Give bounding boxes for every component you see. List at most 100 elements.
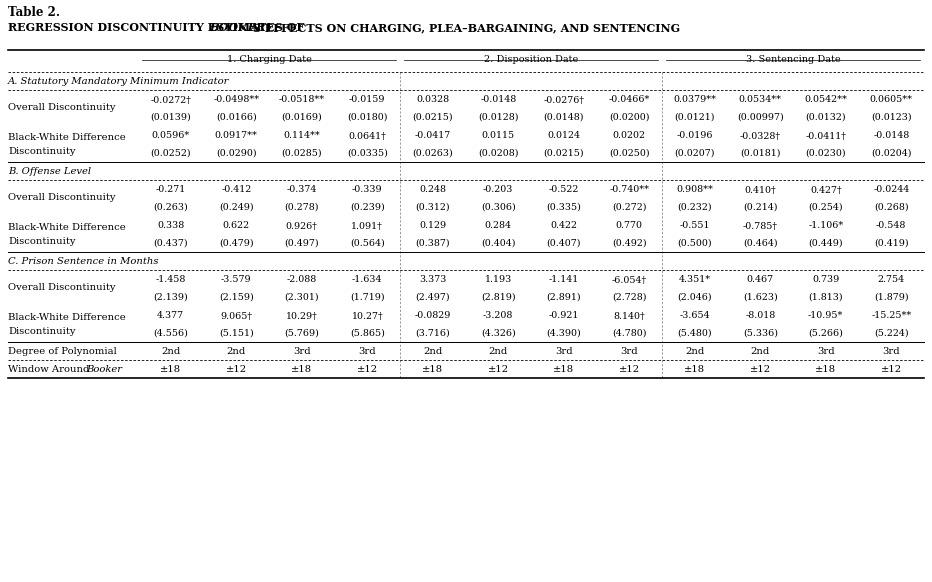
Text: (0.0290): (0.0290) bbox=[216, 148, 256, 158]
Text: 2nd: 2nd bbox=[161, 346, 181, 356]
Text: (0.268): (0.268) bbox=[874, 203, 909, 211]
Text: 0.114**: 0.114** bbox=[283, 132, 320, 140]
Text: (0.263): (0.263) bbox=[154, 203, 188, 211]
Text: -0.0498**: -0.0498** bbox=[213, 95, 259, 105]
Text: C. Prison Sentence in Months: C. Prison Sentence in Months bbox=[8, 257, 158, 265]
Text: 0.0379**: 0.0379** bbox=[673, 95, 717, 105]
Text: (0.387): (0.387) bbox=[416, 239, 450, 247]
Text: (1.879): (1.879) bbox=[874, 293, 909, 301]
Text: 0.0534**: 0.0534** bbox=[739, 95, 782, 105]
Text: -0.785†: -0.785† bbox=[743, 222, 777, 230]
Text: ±12: ±12 bbox=[619, 364, 639, 374]
Text: (2.728): (2.728) bbox=[612, 293, 647, 301]
Text: REGRESSION DISCONTINUITY ESTIMATES OF: REGRESSION DISCONTINUITY ESTIMATES OF bbox=[8, 22, 308, 33]
Text: 0.338: 0.338 bbox=[158, 222, 185, 230]
Text: ±18: ±18 bbox=[160, 364, 182, 374]
Text: Window Around: Window Around bbox=[8, 364, 92, 374]
Text: 3. Sentencing Date: 3. Sentencing Date bbox=[746, 55, 841, 65]
Text: (1.813): (1.813) bbox=[808, 293, 843, 301]
Text: (0.254): (0.254) bbox=[808, 203, 843, 211]
Text: (2.046): (2.046) bbox=[678, 293, 712, 301]
Text: -15.25**: -15.25** bbox=[871, 311, 911, 321]
Text: 1.091†: 1.091† bbox=[351, 222, 383, 230]
Text: -2.088: -2.088 bbox=[287, 275, 317, 285]
Text: (4.390): (4.390) bbox=[546, 328, 582, 338]
Text: (0.0263): (0.0263) bbox=[412, 148, 453, 158]
Text: 3rd: 3rd bbox=[359, 346, 377, 356]
Text: (2.159): (2.159) bbox=[219, 293, 254, 301]
Text: 3.373: 3.373 bbox=[419, 275, 446, 285]
Text: (0.0215): (0.0215) bbox=[543, 148, 584, 158]
Text: 0.622: 0.622 bbox=[223, 222, 250, 230]
Text: (0.419): (0.419) bbox=[874, 239, 909, 247]
Text: (0.232): (0.232) bbox=[678, 203, 712, 211]
Text: -0.551: -0.551 bbox=[679, 222, 710, 230]
Text: (0.0252): (0.0252) bbox=[150, 148, 191, 158]
Text: (5.865): (5.865) bbox=[350, 328, 385, 338]
Text: (2.497): (2.497) bbox=[416, 293, 450, 301]
Text: -0.0148: -0.0148 bbox=[480, 95, 516, 105]
Text: (1.719): (1.719) bbox=[350, 293, 385, 301]
Text: 2. Disposition Date: 2. Disposition Date bbox=[484, 55, 578, 65]
Text: -0.548: -0.548 bbox=[876, 222, 907, 230]
Text: (5.769): (5.769) bbox=[284, 328, 319, 338]
Text: ±12: ±12 bbox=[357, 364, 377, 374]
Text: -0.412: -0.412 bbox=[221, 186, 252, 194]
Text: (0.0208): (0.0208) bbox=[478, 148, 518, 158]
Text: Discontinuity: Discontinuity bbox=[8, 327, 75, 335]
Text: (5.336): (5.336) bbox=[743, 328, 777, 338]
Text: -0.271: -0.271 bbox=[156, 186, 185, 194]
Text: (0.0250): (0.0250) bbox=[609, 148, 650, 158]
Text: (0.0132): (0.0132) bbox=[805, 112, 846, 122]
Text: 0.0124: 0.0124 bbox=[547, 132, 581, 140]
Text: 0.770: 0.770 bbox=[616, 222, 643, 230]
Text: 4.377: 4.377 bbox=[158, 311, 185, 321]
Text: 3rd: 3rd bbox=[293, 346, 310, 356]
Text: (0.0200): (0.0200) bbox=[609, 112, 650, 122]
Text: -0.203: -0.203 bbox=[483, 186, 514, 194]
Text: 0.427†: 0.427† bbox=[810, 186, 842, 194]
Text: 9.065†: 9.065† bbox=[220, 311, 253, 321]
Text: -0.0518**: -0.0518** bbox=[279, 95, 325, 105]
Text: ±18: ±18 bbox=[684, 364, 706, 374]
Text: (4.780): (4.780) bbox=[612, 328, 647, 338]
Text: 10.27†: 10.27† bbox=[351, 311, 383, 321]
Text: A. Statutory Mandatory Minimum Indicator: A. Statutory Mandatory Minimum Indicator bbox=[8, 76, 229, 86]
Text: (0.0121): (0.0121) bbox=[675, 112, 715, 122]
Text: (0.0285): (0.0285) bbox=[281, 148, 322, 158]
Text: (0.0128): (0.0128) bbox=[478, 112, 518, 122]
Text: Discontinuity: Discontinuity bbox=[8, 147, 75, 155]
Text: 1. Charging Date: 1. Charging Date bbox=[226, 55, 311, 65]
Text: -0.0276†: -0.0276† bbox=[543, 95, 584, 105]
Text: ±12: ±12 bbox=[487, 364, 509, 374]
Text: (0.312): (0.312) bbox=[416, 203, 450, 211]
Text: ±18: ±18 bbox=[422, 364, 444, 374]
Text: 0.248: 0.248 bbox=[419, 186, 446, 194]
Text: 3rd: 3rd bbox=[621, 346, 638, 356]
Text: -8.018: -8.018 bbox=[745, 311, 775, 321]
Text: (0.0230): (0.0230) bbox=[805, 148, 846, 158]
Text: (2.819): (2.819) bbox=[481, 293, 515, 301]
Text: (5.266): (5.266) bbox=[808, 328, 843, 338]
Text: 3rd: 3rd bbox=[883, 346, 900, 356]
Text: (2.301): (2.301) bbox=[284, 293, 319, 301]
Text: -0.0196: -0.0196 bbox=[677, 132, 713, 140]
Text: (0.0180): (0.0180) bbox=[347, 112, 388, 122]
Text: (3.716): (3.716) bbox=[416, 328, 450, 338]
Text: BOOKER: BOOKER bbox=[209, 22, 266, 33]
Text: Black-White Difference: Black-White Difference bbox=[8, 222, 126, 232]
Text: (0.479): (0.479) bbox=[219, 239, 254, 247]
Text: (0.0139): (0.0139) bbox=[150, 112, 191, 122]
Text: (0.0169): (0.0169) bbox=[281, 112, 322, 122]
Text: -0.0466*: -0.0466* bbox=[609, 95, 650, 105]
Text: -0.0148: -0.0148 bbox=[873, 132, 910, 140]
Text: -3.654: -3.654 bbox=[679, 311, 710, 321]
Text: ±12: ±12 bbox=[749, 364, 771, 374]
Text: Overall Discontinuity: Overall Discontinuity bbox=[8, 102, 116, 112]
Text: (0.0335): (0.0335) bbox=[347, 148, 388, 158]
Text: -0.0829: -0.0829 bbox=[415, 311, 451, 321]
Text: -0.740**: -0.740** bbox=[610, 186, 650, 194]
Text: -0.0272†: -0.0272† bbox=[150, 95, 191, 105]
Text: 0.739: 0.739 bbox=[812, 275, 840, 285]
Text: (0.497): (0.497) bbox=[284, 239, 319, 247]
